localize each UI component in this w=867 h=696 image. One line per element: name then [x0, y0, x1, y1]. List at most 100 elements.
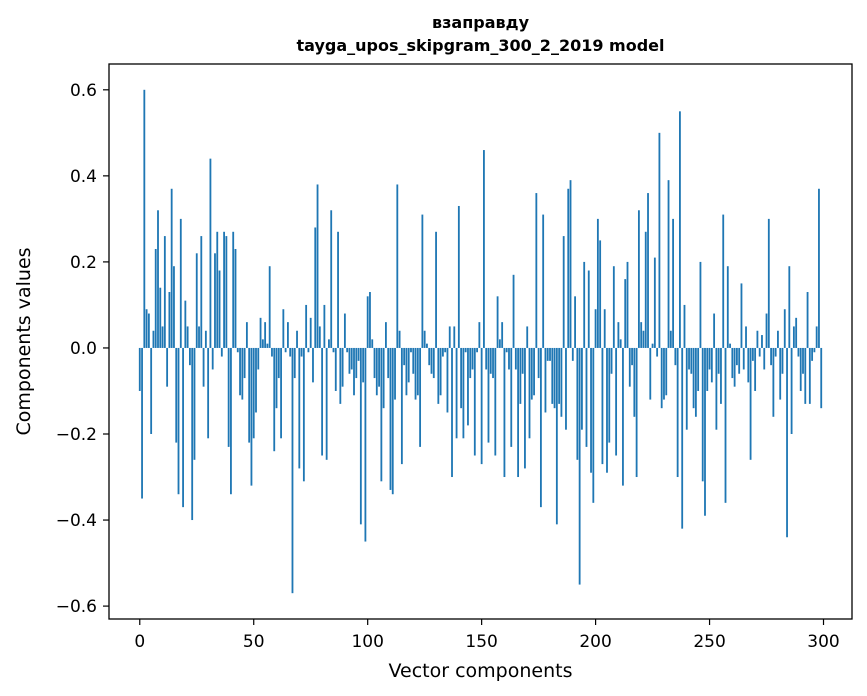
- bar: [528, 347, 531, 439]
- bar: [628, 347, 631, 387]
- bar: [430, 347, 433, 374]
- bar: [369, 292, 371, 348]
- bar: [653, 257, 656, 348]
- bar: [617, 322, 620, 348]
- bar: [526, 326, 529, 348]
- bar: [635, 347, 638, 478]
- bar: [275, 347, 278, 409]
- bar: [555, 347, 558, 525]
- bar: [455, 347, 458, 439]
- bar: [359, 347, 362, 525]
- bar: [489, 347, 492, 374]
- x-tick-label: 100: [351, 632, 383, 652]
- bar: [289, 347, 292, 357]
- bar: [216, 231, 219, 348]
- bar: [307, 347, 310, 353]
- bar: [366, 296, 369, 348]
- y-tick-label: −0.4: [56, 511, 97, 531]
- bar: [300, 347, 303, 357]
- bar: [412, 347, 415, 374]
- bar: [701, 347, 704, 482]
- bar: [150, 347, 153, 434]
- bar: [622, 347, 624, 486]
- bar: [544, 347, 547, 413]
- bar: [738, 347, 741, 374]
- bar: [405, 347, 408, 396]
- bar: [633, 347, 636, 417]
- bar: [152, 330, 155, 348]
- bar: [230, 347, 232, 495]
- bar: [332, 347, 335, 353]
- bar: [637, 210, 640, 348]
- bar: [252, 347, 255, 439]
- bar: [562, 236, 565, 348]
- bar: [813, 347, 816, 353]
- bar: [186, 326, 189, 348]
- bar: [792, 326, 795, 348]
- bar: [710, 347, 713, 383]
- bar: [808, 347, 811, 404]
- bar: [195, 253, 198, 348]
- bar: [503, 347, 506, 478]
- bar: [441, 347, 444, 357]
- bar: [371, 339, 374, 348]
- bar: [571, 347, 574, 361]
- bar: [346, 347, 349, 353]
- bar: [282, 309, 285, 348]
- x-tick-label: 150: [465, 632, 497, 652]
- bar: [644, 231, 647, 348]
- bar: [715, 347, 718, 430]
- bar: [535, 193, 538, 348]
- bar: [706, 347, 709, 391]
- bar: [521, 347, 524, 374]
- bar: [385, 322, 387, 348]
- bar: [204, 330, 207, 348]
- bar: [182, 347, 184, 508]
- bar: [508, 347, 510, 370]
- bar: [403, 347, 406, 366]
- bar: [754, 347, 757, 391]
- bar: [587, 270, 590, 348]
- bar: [717, 347, 720, 374]
- x-tick-label: 200: [579, 632, 611, 652]
- bar: [234, 249, 237, 348]
- bar: [804, 347, 807, 404]
- bar: [731, 347, 734, 379]
- bar: [640, 322, 643, 348]
- bar: [444, 347, 447, 353]
- bar: [672, 218, 674, 348]
- bar: [601, 347, 604, 465]
- chart-title-line1: взаправду: [432, 13, 530, 32]
- bar: [818, 188, 820, 348]
- bar: [799, 347, 802, 391]
- bar: [236, 347, 239, 353]
- bar: [257, 347, 260, 370]
- bar: [485, 347, 488, 370]
- bar: [512, 274, 515, 348]
- bar: [154, 249, 157, 348]
- bar: [243, 347, 246, 379]
- bar: [407, 347, 410, 383]
- bar: [147, 313, 150, 348]
- bar: [457, 205, 460, 348]
- plot-frame: [108, 63, 853, 620]
- bar: [647, 193, 649, 348]
- bar: [514, 347, 517, 370]
- bar: [460, 347, 463, 409]
- bar: [740, 283, 743, 348]
- bar: [596, 218, 599, 348]
- bar: [539, 347, 542, 508]
- bar: [170, 188, 173, 348]
- bar: [364, 347, 367, 542]
- bar: [583, 261, 586, 348]
- bar: [318, 326, 321, 348]
- bar: [339, 347, 342, 404]
- bar: [343, 313, 346, 348]
- bar: [533, 347, 535, 396]
- bar: [751, 347, 754, 361]
- bar: [241, 347, 244, 400]
- bar: [209, 158, 212, 348]
- bar: [271, 347, 273, 357]
- bar: [676, 347, 679, 478]
- bar: [291, 347, 294, 594]
